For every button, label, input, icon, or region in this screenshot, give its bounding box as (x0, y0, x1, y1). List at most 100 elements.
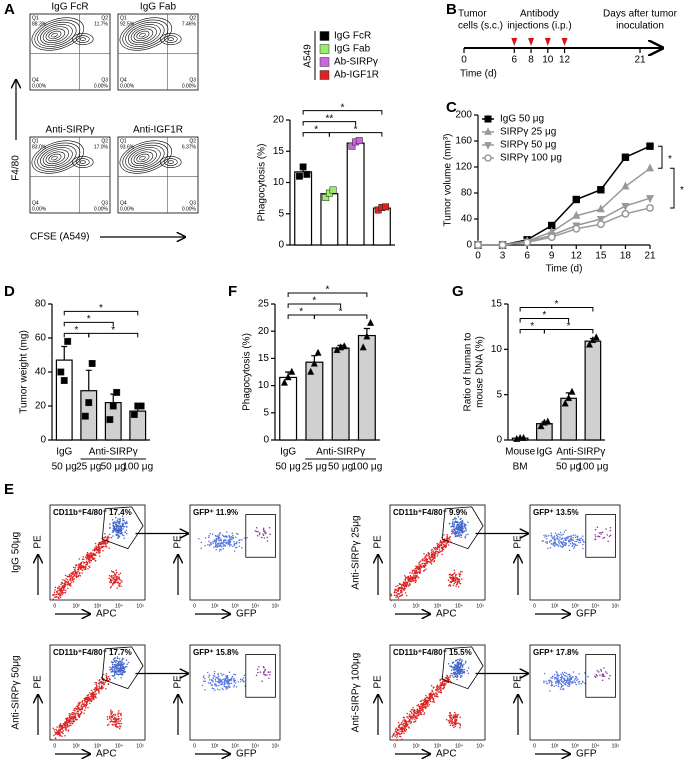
event-dot (118, 584, 120, 587)
event-dot (264, 532, 267, 535)
event-dot (453, 532, 455, 535)
event-dot (68, 719, 71, 721)
event-dot (111, 670, 113, 673)
event-dot (413, 573, 415, 575)
event-dot (200, 547, 202, 550)
quadrant-value: 0.00% (120, 83, 135, 89)
event-dot (438, 691, 440, 693)
contour (125, 144, 165, 170)
event-dot (71, 712, 74, 714)
event-dot (437, 688, 440, 691)
event-dot (559, 541, 561, 543)
event-dot (463, 670, 466, 673)
event-dot (217, 676, 219, 678)
event-dot (96, 551, 98, 554)
event-dot (222, 673, 225, 676)
sample-label: Anti-SIRPγ 25μg (351, 515, 362, 589)
event-dot (86, 563, 88, 565)
event-dot (445, 683, 447, 685)
event-dot (458, 535, 461, 537)
event-dot (459, 666, 462, 669)
event-dot (461, 532, 464, 534)
event-dot (78, 558, 81, 560)
x-tick-label: 10³ (571, 743, 579, 749)
event-dot (66, 583, 69, 586)
event-dot (571, 542, 574, 544)
event-dot (94, 690, 97, 693)
contour (34, 142, 81, 172)
data-point (561, 399, 569, 407)
event-dot (77, 713, 79, 715)
event-dot (594, 534, 596, 536)
event-dot (458, 667, 460, 670)
data-point (363, 332, 371, 340)
event-dot (572, 547, 575, 549)
event-dot (88, 560, 90, 563)
event-dot (87, 553, 90, 555)
event-dot (458, 671, 461, 674)
event-dot (124, 521, 126, 524)
event-dot (436, 555, 439, 557)
event-dot (458, 578, 460, 581)
quadrant-name: Q3 (101, 77, 108, 83)
data-point (310, 359, 318, 367)
event-dot (412, 716, 414, 719)
event-dot (114, 677, 116, 680)
event-dot (432, 687, 434, 689)
y-tick-label: 40 (35, 367, 47, 378)
event-dot (216, 677, 219, 680)
event-dot (410, 720, 413, 723)
y-tick-label: 15 (258, 353, 270, 364)
significance-label: * (299, 307, 303, 318)
significance-bracket (302, 110, 383, 115)
event-dot (565, 681, 568, 683)
event-dot (400, 723, 403, 725)
x-tick-label: 10⁴ (115, 743, 123, 749)
event-dot (451, 532, 453, 535)
event-dot (113, 716, 116, 719)
event-dot (394, 730, 397, 732)
event-dot (448, 716, 451, 718)
event-dot (65, 719, 68, 721)
event-dot (223, 678, 225, 680)
event-dot (395, 585, 397, 588)
injection-marker (544, 38, 551, 46)
event-dot (557, 533, 560, 535)
event-dot (120, 532, 123, 535)
event-dot (117, 663, 119, 665)
event-dot (570, 535, 572, 537)
event-dot (61, 582, 64, 584)
event-dot (78, 704, 80, 707)
x-axis-label: APC (436, 749, 457, 759)
event-dot (263, 531, 266, 533)
event-dot (121, 515, 124, 518)
event-dot (453, 669, 455, 672)
event-dot (126, 522, 128, 524)
event-dot (418, 705, 421, 708)
event-dot (230, 537, 232, 540)
event-dot (423, 557, 425, 560)
y-axis-label: PE (173, 675, 184, 689)
event-dot (568, 544, 570, 547)
quadrant-value: 11.7% (94, 21, 108, 27)
event-dot (430, 563, 433, 565)
event-dot (54, 731, 56, 733)
event-dot (210, 543, 213, 545)
event-dot (64, 582, 67, 584)
event-dot (545, 538, 548, 540)
event-dot (115, 576, 118, 579)
event-dot (400, 584, 403, 586)
event-dot (215, 539, 218, 542)
event-dot (435, 695, 438, 698)
event-dot (215, 683, 217, 686)
significance-label: * (111, 325, 115, 336)
event-dot (568, 673, 570, 675)
event-dot (566, 685, 569, 687)
event-dot (557, 677, 559, 679)
event-dot (117, 667, 119, 670)
gate-label: CD11b⁺F4/80⁺ 15.5% (393, 648, 472, 657)
event-dot (424, 697, 427, 700)
event-dot (112, 721, 114, 723)
x-tick-label: 50 μg (276, 462, 301, 473)
event-dot (447, 663, 450, 665)
